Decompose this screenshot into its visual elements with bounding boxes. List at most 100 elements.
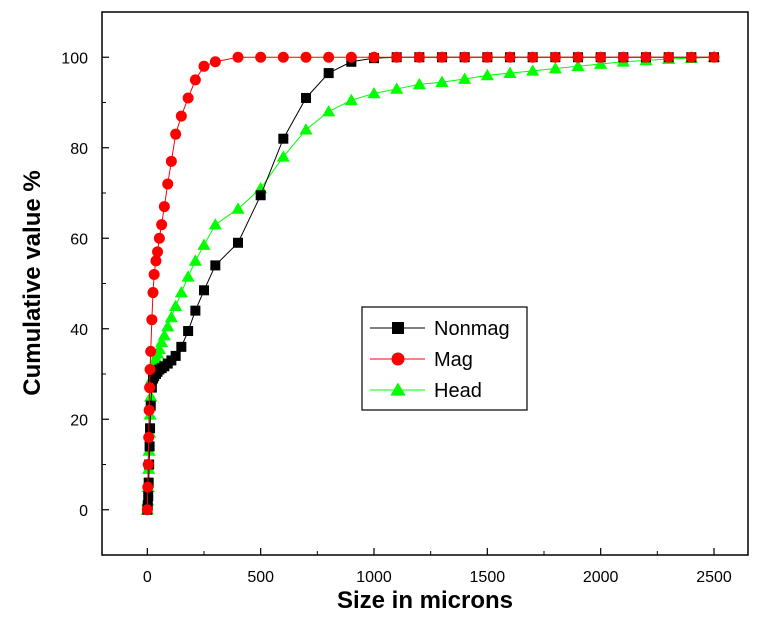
- data-point: [155, 335, 169, 348]
- data-point: [144, 441, 155, 452]
- data-point: [276, 150, 290, 162]
- data-point: [158, 201, 170, 213]
- data-point: [571, 59, 585, 72]
- x-tick-label: 500: [247, 569, 274, 586]
- y-axis-title: Cumulative value %: [19, 170, 46, 395]
- data-point: [145, 345, 157, 357]
- data-point: [148, 268, 160, 280]
- data-point: [233, 237, 243, 248]
- x-tick-label: 2500: [696, 569, 732, 586]
- x-axis-ticks: 0 500 1000 1500 2000 2500: [143, 548, 732, 586]
- data-point: [299, 123, 313, 135]
- data-point: [322, 105, 336, 117]
- series-nonmag: [142, 52, 719, 515]
- data-point: [210, 260, 221, 271]
- data-point: [170, 350, 181, 361]
- data-point: [143, 431, 155, 443]
- data-point: [527, 51, 539, 63]
- data-point: [459, 51, 471, 63]
- series-mag: [141, 51, 720, 516]
- data-point: [146, 314, 158, 326]
- data-point: [481, 51, 493, 63]
- data-point: [277, 51, 289, 63]
- data-point: [165, 155, 177, 167]
- x-tick-label: 0: [143, 569, 152, 586]
- data-point: [663, 51, 675, 63]
- y-tick-label: 0: [79, 503, 88, 520]
- data-point: [526, 64, 540, 76]
- data-point: [300, 51, 312, 63]
- data-point: [367, 86, 381, 99]
- data-point: [617, 51, 629, 63]
- data-point: [232, 51, 244, 63]
- data-point: [143, 491, 154, 502]
- data-point: [594, 57, 608, 69]
- x-tick-label: 1500: [470, 569, 506, 586]
- data-point: [323, 51, 335, 63]
- legend-marker: [391, 352, 405, 366]
- data-point: [170, 128, 182, 140]
- data-point: [301, 92, 311, 103]
- legend-item-head: Head: [370, 380, 482, 402]
- legend-label: Head: [434, 380, 482, 402]
- data-point: [503, 66, 517, 78]
- data-point: [144, 382, 156, 394]
- data-point: [480, 68, 494, 81]
- data-point: [197, 238, 211, 250]
- data-point: [189, 74, 201, 86]
- data-point: [368, 51, 380, 63]
- data-point: [572, 51, 584, 63]
- series-line: [146, 56, 714, 510]
- data-point: [198, 60, 210, 72]
- series-layer: [140, 50, 721, 516]
- series-line: [146, 56, 714, 510]
- data-point: [144, 390, 158, 402]
- data-point: [323, 68, 334, 79]
- data-point: [436, 51, 448, 63]
- data-point: [255, 51, 267, 63]
- y-tick-label: 60: [70, 231, 88, 248]
- x-tick-label: 2000: [583, 569, 619, 586]
- data-point: [164, 310, 178, 323]
- data-point: [413, 51, 425, 63]
- series-head: [140, 50, 721, 515]
- data-point: [176, 341, 187, 352]
- data-point: [640, 51, 652, 63]
- data-point: [208, 218, 222, 230]
- data-point: [595, 51, 607, 63]
- data-point: [412, 77, 426, 90]
- x-tick-label: 1000: [356, 569, 392, 586]
- data-point: [183, 326, 194, 337]
- data-point: [153, 232, 165, 244]
- data-point: [145, 423, 156, 434]
- data-point: [199, 285, 209, 296]
- series-line: [146, 56, 715, 510]
- legend-marker: [392, 322, 404, 334]
- data-point: [548, 62, 562, 74]
- y-tick-label: 20: [70, 412, 88, 429]
- y-tick-label: 40: [70, 322, 88, 339]
- x-axis-title: Size in microns: [337, 587, 513, 614]
- data-point: [156, 219, 168, 231]
- data-point: [708, 51, 720, 63]
- data-point: [345, 51, 357, 63]
- plot-frame: [101, 11, 749, 556]
- legend-marker: [390, 382, 406, 396]
- y-tick-label: 80: [70, 141, 88, 158]
- data-point: [142, 459, 154, 470]
- data-point: [147, 287, 159, 299]
- legend-label: Mag: [434, 349, 473, 371]
- data-point: [458, 72, 472, 84]
- data-point: [142, 481, 154, 493]
- data-point: [143, 404, 155, 416]
- data-point: [175, 110, 187, 122]
- data-point: [150, 255, 162, 267]
- data-point: [152, 246, 164, 258]
- legend: Nonmag Mag Head: [361, 306, 528, 411]
- data-point: [162, 178, 174, 190]
- data-point: [182, 92, 194, 104]
- data-point: [504, 51, 516, 63]
- data-point: [174, 286, 188, 298]
- data-point: [685, 51, 697, 63]
